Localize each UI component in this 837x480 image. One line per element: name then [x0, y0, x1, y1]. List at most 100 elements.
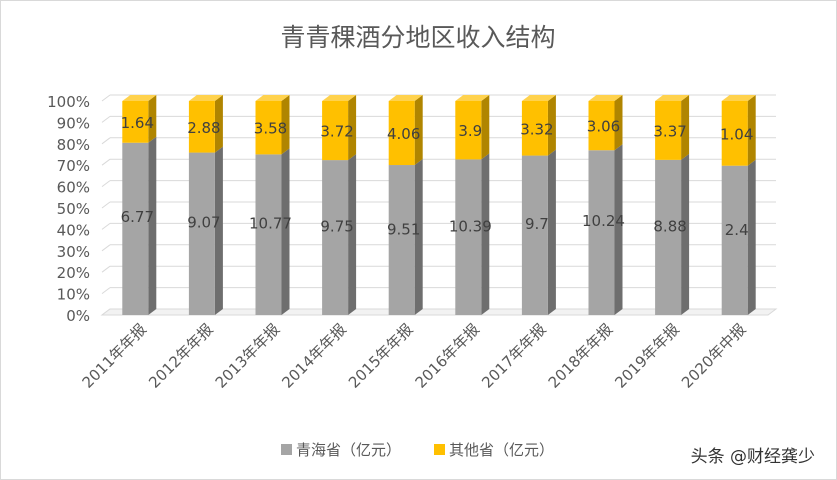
bar-series-2: [122, 101, 149, 143]
bar-series-2: [588, 101, 615, 151]
data-label-series-1: 10.77: [249, 214, 292, 232]
legend: 青海省（亿元） 其他省（亿元）: [281, 441, 554, 459]
x-tick-label: 2015年年报: [345, 320, 417, 392]
bar-series-1: [255, 154, 282, 315]
watermark-text: 头条 @财经龚少: [691, 447, 815, 467]
bar-series-2: [322, 101, 349, 161]
bar-side-series-2: [614, 95, 623, 151]
bar-top: [721, 95, 756, 101]
y-tick-label: 70%: [57, 157, 90, 175]
data-label-series-1: 2.4: [725, 221, 749, 239]
bar-series-1: [588, 150, 615, 315]
bar-side-series-2: [681, 95, 690, 160]
gridline-diag: [101, 180, 111, 188]
plot-area: [122, 95, 756, 315]
gridline-diag: [101, 94, 111, 102]
bar-side-series-1: [614, 144, 623, 315]
x-tick-label: 2016年年报: [412, 320, 484, 392]
data-label-series-2: 4.06: [387, 125, 420, 143]
x-tick-label: 2020年中报: [678, 320, 750, 392]
bar-series-2: [455, 101, 482, 160]
bar-top: [122, 95, 157, 101]
bar-series-2: [721, 101, 748, 166]
bar-series-1: [188, 152, 215, 315]
legend-label-series-2: 其他省（亿元）: [449, 441, 554, 459]
bar-top: [322, 95, 357, 101]
y-tick-label: 40%: [57, 221, 90, 239]
bar-top: [455, 95, 490, 101]
bar-side-series-2: [747, 95, 756, 166]
bar-side-series-2: [547, 95, 556, 156]
data-label-series-2: 3.06: [587, 118, 620, 136]
bar-side-series-2: [481, 95, 490, 160]
bar-series-2: [388, 101, 415, 166]
bar-series-1: [655, 159, 682, 315]
bar-group: [188, 95, 223, 315]
y-tick-label: 10%: [57, 286, 90, 304]
data-label-series-2: 3.72: [320, 123, 353, 141]
data-label-series-2: 3.37: [653, 122, 686, 140]
data-label-series-1: 8.88: [653, 218, 686, 236]
bar-top: [255, 95, 290, 101]
y-tick-label: 50%: [57, 200, 90, 218]
bar-side-series-1: [348, 154, 357, 315]
data-label-series-1: 9.07: [187, 213, 220, 231]
gridline-diag: [101, 158, 111, 166]
gridline-diag: [101, 244, 111, 252]
bar-top: [188, 95, 223, 101]
bar-series-1: [455, 159, 482, 315]
gridline-diag: [101, 137, 111, 145]
bar-series-1: [322, 160, 349, 315]
bar-top: [388, 95, 423, 101]
bar-side-series-2: [414, 95, 423, 166]
data-label-series-1: 10.24: [582, 212, 625, 230]
data-label-series-2: 1.64: [121, 114, 154, 132]
data-label-series-1: 10.39: [449, 217, 492, 235]
legend-swatch-series-2: [434, 444, 445, 455]
x-tick-label: 2013年年报: [212, 320, 284, 392]
bar-side-series-1: [681, 153, 690, 315]
y-axis: 0% 10% 20% 30% 40% 50% 60% 70% 80% 90% 100%: [47, 93, 90, 325]
bar-top: [655, 95, 690, 101]
data-label-series-1: 9.75: [320, 218, 353, 236]
bar-group: [721, 95, 756, 315]
bar-side-series-1: [281, 148, 290, 315]
data-label-series-1: 6.77: [121, 208, 154, 226]
bar-series-1: [721, 165, 748, 315]
bar-side-series-1: [148, 136, 157, 315]
y-tick-label: 80%: [57, 136, 90, 154]
x-tick-label: 2019年年报: [611, 320, 683, 392]
gridline-diag: [101, 287, 111, 295]
y-tick-label: 0%: [66, 307, 90, 325]
data-label-series-2: 1.04: [720, 125, 753, 143]
data-label-series-2: 2.88: [187, 119, 220, 137]
bar-series-1: [521, 155, 548, 315]
x-tick-label: 2012年年报: [145, 320, 217, 392]
bar-side-series-1: [547, 149, 556, 315]
x-axis: 2011年年报2012年年报2013年年报2014年年报2015年年报2016年…: [79, 320, 750, 392]
chart-title: 青青稞酒分地区收入结构: [280, 23, 555, 52]
bar-side-series-2: [281, 95, 290, 155]
bar-side-series-1: [747, 159, 756, 315]
bar-series-1: [388, 165, 415, 315]
data-label-series-2: 3.58: [254, 120, 287, 138]
y-tick-label: 20%: [57, 264, 90, 282]
bar-side-series-1: [481, 153, 490, 315]
bar-side-series-2: [348, 95, 357, 161]
x-tick-label: 2018年年报: [545, 320, 617, 392]
gridline-diag: [101, 222, 111, 230]
bar-group: [521, 95, 556, 315]
bar-group: [122, 95, 157, 315]
x-tick-label: 2017年年报: [478, 320, 550, 392]
bar-group: [322, 95, 357, 315]
legend-swatch-series-1: [281, 444, 292, 455]
data-label-series-2: 3.9: [458, 122, 482, 140]
y-tick-label: 100%: [47, 93, 90, 111]
data-labels: 6.77 1.64 9.07 2.88 10.77 3.58 9.75 3.72 9.51 4.0…: [121, 114, 754, 239]
bar-top: [588, 95, 623, 101]
y-tick-label: 60%: [57, 179, 90, 197]
data-label-series-2: 3.32: [520, 120, 553, 138]
bar-series-2: [255, 101, 282, 155]
bar-side-series-2: [214, 95, 223, 153]
